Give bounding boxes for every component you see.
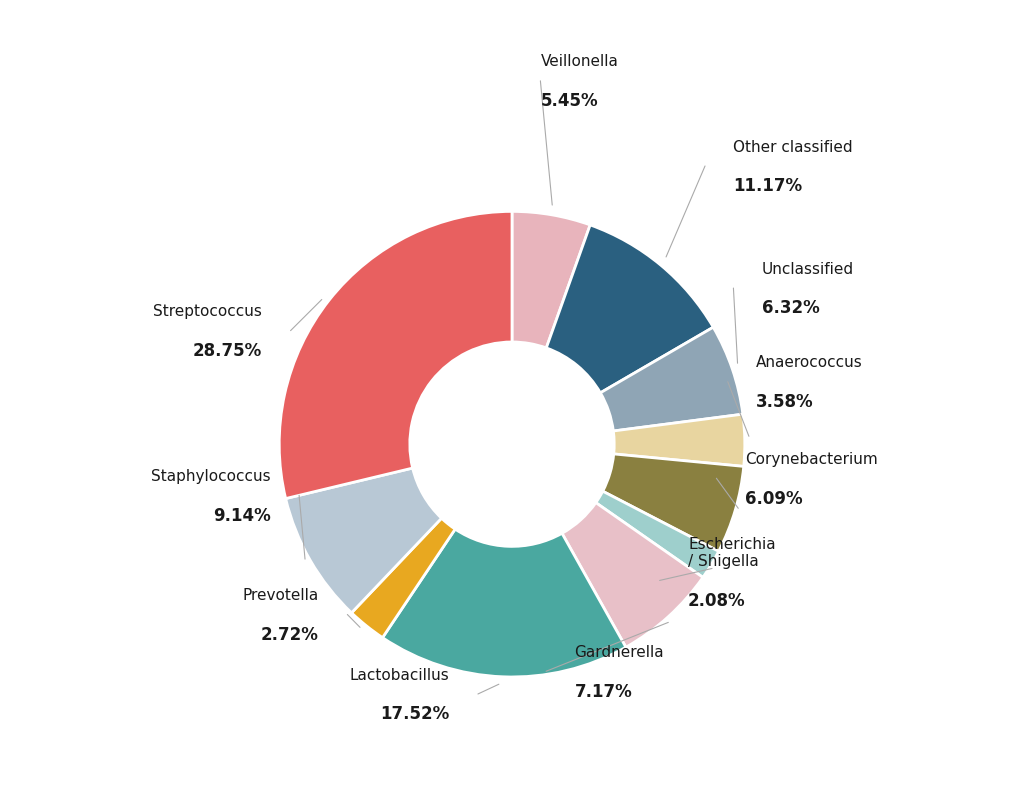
Wedge shape [613,414,744,466]
Text: 2.08%: 2.08% [688,592,745,610]
Text: Veillonella: Veillonella [541,54,618,69]
Wedge shape [562,503,702,647]
Text: 11.17%: 11.17% [733,178,803,196]
Wedge shape [600,327,742,431]
Text: Staphylococcus: Staphylococcus [152,469,270,484]
Text: 7.17%: 7.17% [574,682,632,701]
Wedge shape [383,529,626,677]
Text: Anaerococcus: Anaerococcus [756,355,863,370]
Wedge shape [547,225,714,393]
Text: 17.52%: 17.52% [380,705,450,724]
Wedge shape [286,468,441,613]
Text: 6.32%: 6.32% [762,299,819,317]
Text: Streptococcus: Streptococcus [154,305,262,320]
Text: Escherichia
/ Shigella: Escherichia / Shigella [688,537,775,569]
Text: 28.75%: 28.75% [193,342,262,360]
Wedge shape [280,211,512,499]
Wedge shape [596,492,719,578]
Wedge shape [351,518,455,638]
Wedge shape [512,211,590,348]
Text: 6.09%: 6.09% [744,490,803,507]
Text: 5.45%: 5.45% [541,92,598,110]
Text: Gardnerella: Gardnerella [574,645,665,660]
Wedge shape [603,454,743,552]
Text: 2.72%: 2.72% [261,626,318,644]
Text: Corynebacterium: Corynebacterium [744,452,878,467]
Text: Other classified: Other classified [733,140,853,155]
Text: Unclassified: Unclassified [762,262,854,277]
Text: 9.14%: 9.14% [213,507,270,525]
Text: Lactobacillus: Lactobacillus [350,667,450,682]
Text: 3.58%: 3.58% [756,393,814,411]
Text: Prevotella: Prevotella [243,588,318,603]
